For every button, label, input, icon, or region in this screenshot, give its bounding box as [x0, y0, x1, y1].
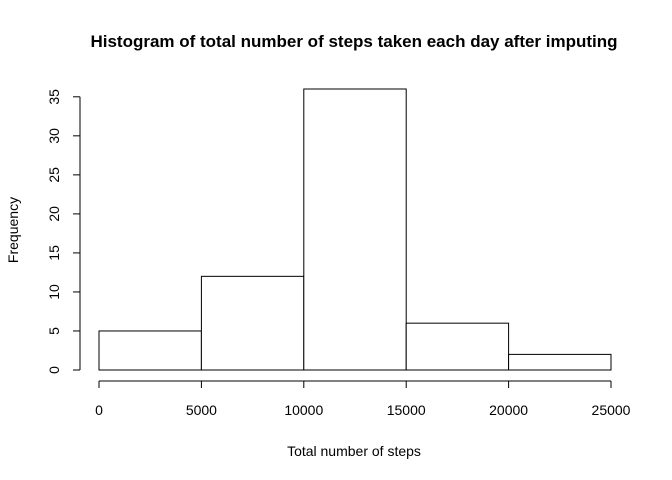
chart-title: Histogram of total number of steps taken…	[90, 32, 617, 51]
y-tick-label-1: 5	[46, 327, 62, 335]
x-tick-label-3: 15000	[387, 402, 426, 418]
y-tick-label-6: 30	[46, 128, 62, 144]
x-tick-label-4: 20000	[489, 402, 528, 418]
x-axis: 0 5000 10000 15000 20000 25000	[95, 380, 631, 418]
y-tick-label-0: 0	[46, 366, 62, 374]
x-tick-label-0: 0	[95, 402, 103, 418]
x-tick-label-5: 25000	[592, 402, 631, 418]
x-tick-label-2: 10000	[284, 402, 323, 418]
y-tick-label-4: 20	[46, 206, 62, 222]
y-axis-label: Frequency	[5, 197, 21, 263]
x-axis-label: Total number of steps	[287, 443, 421, 459]
histogram-bar-4	[508, 353, 612, 371]
histogram-bars	[98, 88, 612, 371]
histogram-bar-3	[405, 322, 510, 371]
y-tick-label-7: 35	[46, 89, 62, 105]
histogram-bar-1	[200, 275, 305, 371]
y-axis: 0 5 10 15 20 25 30 35	[46, 89, 81, 374]
histogram-bar-2	[303, 88, 407, 371]
histogram-bar-0	[98, 330, 202, 371]
y-tick-label-3: 15	[46, 245, 62, 261]
y-tick-label-2: 10	[46, 284, 62, 300]
x-tick-label-1: 5000	[186, 402, 217, 418]
y-tick-label-5: 25	[46, 167, 62, 183]
